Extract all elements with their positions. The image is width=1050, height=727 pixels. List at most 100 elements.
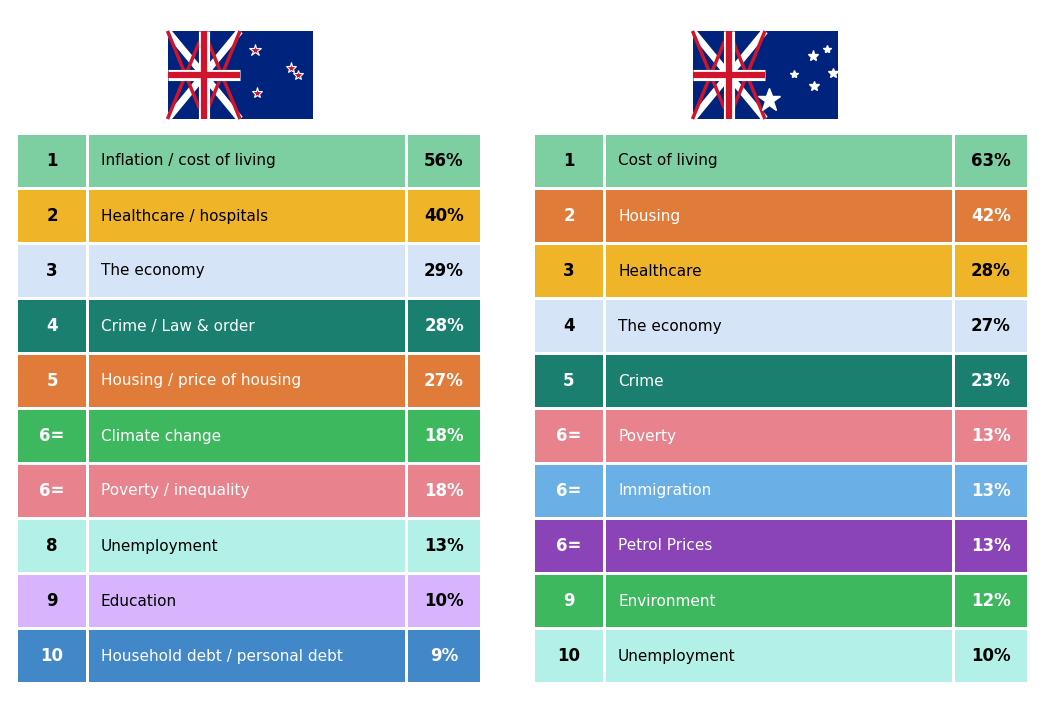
Text: Housing / price of housing: Housing / price of housing [101, 374, 301, 388]
Text: Unemployment: Unemployment [618, 648, 736, 664]
Bar [18, 520, 86, 572]
Bar [89, 410, 405, 462]
Bar [18, 465, 86, 517]
Text: 3: 3 [46, 262, 58, 280]
Text: 10: 10 [41, 647, 63, 665]
Text: Crime: Crime [618, 374, 664, 388]
Bar [536, 575, 603, 627]
Text: 1: 1 [46, 152, 58, 170]
Text: 10%: 10% [971, 647, 1011, 665]
Bar [536, 300, 603, 352]
Bar [408, 630, 480, 682]
Text: 2: 2 [563, 207, 574, 225]
Bar [956, 465, 1027, 517]
Text: 6=: 6= [556, 482, 582, 500]
Text: 4: 4 [563, 317, 574, 335]
Text: 63%: 63% [971, 152, 1011, 170]
Text: Petrol Prices: Petrol Prices [618, 539, 712, 553]
Bar [408, 300, 480, 352]
Text: 13%: 13% [971, 482, 1011, 500]
Text: 29%: 29% [424, 262, 464, 280]
Bar [606, 465, 952, 517]
Text: 18%: 18% [424, 482, 464, 500]
Text: 9: 9 [46, 592, 58, 610]
Text: 9%: 9% [429, 647, 458, 665]
Text: 10%: 10% [424, 592, 464, 610]
Bar [536, 630, 603, 682]
Bar [606, 300, 952, 352]
Text: Immigration: Immigration [618, 483, 711, 499]
Bar [89, 245, 405, 297]
Bar [536, 135, 603, 187]
Text: Environment: Environment [618, 593, 715, 608]
Bar [89, 630, 405, 682]
Text: Inflation / cost of living: Inflation / cost of living [101, 153, 276, 169]
Text: 28%: 28% [971, 262, 1011, 280]
Text: 8: 8 [46, 537, 58, 555]
Text: Poverty: Poverty [618, 428, 676, 443]
Text: 56%: 56% [424, 152, 464, 170]
Text: The economy: The economy [101, 263, 205, 278]
Text: Housing: Housing [618, 209, 680, 223]
Bar [18, 355, 86, 407]
Text: 1: 1 [563, 152, 574, 170]
Text: 2: 2 [46, 207, 58, 225]
Text: Unemployment: Unemployment [101, 539, 218, 553]
Bar [89, 355, 405, 407]
Text: Poverty / inequality: Poverty / inequality [101, 483, 250, 499]
Bar [89, 300, 405, 352]
Bar [606, 630, 952, 682]
Text: 13%: 13% [971, 537, 1011, 555]
Bar [89, 135, 405, 187]
Bar [606, 355, 952, 407]
Bar [606, 190, 952, 242]
Bar [18, 245, 86, 297]
Bar [956, 575, 1027, 627]
Bar [956, 630, 1027, 682]
Bar [956, 245, 1027, 297]
Text: 5: 5 [563, 372, 574, 390]
Text: 10: 10 [558, 647, 581, 665]
Bar [408, 520, 480, 572]
Bar [408, 245, 480, 297]
Text: 6=: 6= [39, 427, 65, 445]
Bar [693, 31, 838, 119]
Text: Climate change: Climate change [101, 428, 222, 443]
Text: 6=: 6= [556, 537, 582, 555]
Text: 6=: 6= [39, 482, 65, 500]
Text: 13%: 13% [424, 537, 464, 555]
Bar [408, 355, 480, 407]
Bar [89, 190, 405, 242]
Text: 27%: 27% [424, 372, 464, 390]
Bar [606, 245, 952, 297]
Text: Healthcare / hospitals: Healthcare / hospitals [101, 209, 268, 223]
Bar [408, 190, 480, 242]
Text: Household debt / personal debt: Household debt / personal debt [101, 648, 343, 664]
Text: 12%: 12% [971, 592, 1011, 610]
Bar [408, 410, 480, 462]
Bar [18, 575, 86, 627]
Text: 4: 4 [46, 317, 58, 335]
Bar [408, 575, 480, 627]
Bar [536, 245, 603, 297]
Text: Cost of living: Cost of living [618, 153, 717, 169]
Bar [536, 465, 603, 517]
Text: 28%: 28% [424, 317, 464, 335]
Bar [18, 300, 86, 352]
Bar [18, 630, 86, 682]
Text: 13%: 13% [971, 427, 1011, 445]
Bar [956, 190, 1027, 242]
Bar [89, 520, 405, 572]
Bar [606, 575, 952, 627]
Bar [956, 410, 1027, 462]
Text: 6=: 6= [556, 427, 582, 445]
Bar [606, 520, 952, 572]
Text: 18%: 18% [424, 427, 464, 445]
Bar [18, 190, 86, 242]
Bar [956, 135, 1027, 187]
Bar [168, 31, 313, 119]
Bar [89, 465, 405, 517]
Text: Healthcare: Healthcare [618, 263, 701, 278]
Text: Crime / Law & order: Crime / Law & order [101, 318, 255, 334]
Text: 9: 9 [563, 592, 574, 610]
